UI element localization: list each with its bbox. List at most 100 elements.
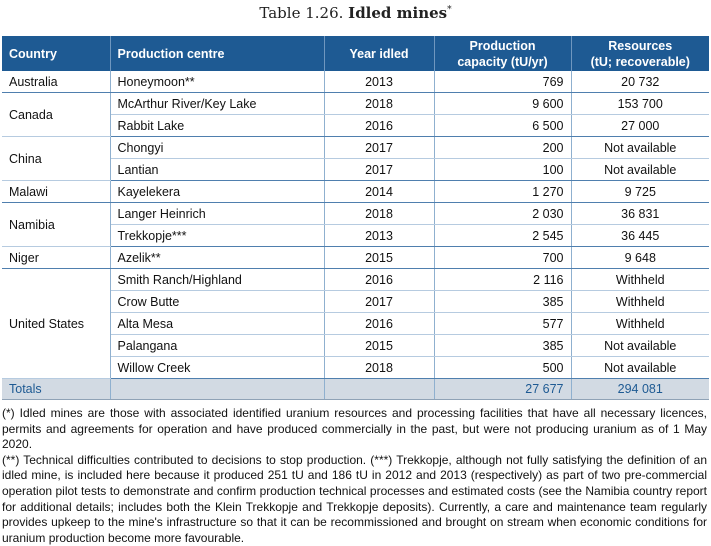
year-idled-cell: 2016 bbox=[324, 312, 435, 335]
year-idled-cell: 2013 bbox=[324, 224, 435, 247]
totals-label: Totals bbox=[2, 378, 111, 400]
table-row: Rabbit Lake 2016 6 500 27 000 bbox=[2, 114, 709, 137]
totals-row: Totals 27 677 294 081 bbox=[2, 378, 709, 400]
year-idled-cell: 2017 bbox=[324, 136, 435, 159]
header-resources-line1: Resources bbox=[608, 38, 673, 53]
production-centre-cell: Langer Heinrich bbox=[110, 202, 325, 225]
production-centre-cell: Lantian bbox=[110, 158, 325, 181]
country-cell: Canada bbox=[2, 92, 111, 137]
capacity-cell: 6 500 bbox=[434, 114, 572, 137]
capacity-cell: 700 bbox=[434, 246, 572, 269]
table-body: Australia Honeymoon** 2013 769 20 732 Canada M… bbox=[2, 71, 709, 379]
resources-cell: Withheld bbox=[571, 312, 709, 335]
year-idled-cell: 2018 bbox=[324, 356, 435, 379]
resources-cell: 153 700 bbox=[571, 92, 709, 115]
resources-cell: 9 725 bbox=[571, 180, 709, 203]
idled-mines-table: Country Production centre Year idled Pro… bbox=[2, 36, 709, 400]
resources-cell: 20 732 bbox=[571, 71, 709, 93]
country-cell: China bbox=[2, 136, 111, 181]
table-row: Palangana 2015 385 Not available bbox=[2, 334, 709, 357]
capacity-cell: 100 bbox=[434, 158, 572, 181]
header-row: Country Production centre Year idled Pro… bbox=[2, 36, 709, 71]
country-cell: United States bbox=[2, 268, 111, 379]
resources-cell: 36 831 bbox=[571, 202, 709, 225]
country-cell: Niger bbox=[2, 246, 111, 269]
header-year-idled: Year idled bbox=[324, 36, 435, 71]
year-idled-cell: 2015 bbox=[324, 246, 435, 269]
production-centre-cell: McArthur River/Key Lake bbox=[110, 92, 325, 115]
table-row: Alta Mesa 2016 577 Withheld bbox=[2, 312, 709, 335]
table-row: Lantian 2017 100 Not available bbox=[2, 158, 709, 181]
production-centre-cell: Trekkopje*** bbox=[110, 224, 325, 247]
production-centre-cell: Kayelekera bbox=[110, 180, 325, 203]
table-row: United States Smith Ranch/Highland 2016 2 1… bbox=[2, 268, 709, 379]
production-centre-cell: Crow Butte bbox=[110, 290, 325, 313]
table-row: Canada McArthur River/Key Lake 2018 9 600 15… bbox=[2, 92, 709, 137]
caption-title: Idled mines bbox=[348, 4, 448, 22]
production-centre-cell: Azelik** bbox=[110, 246, 325, 269]
year-idled-cell: 2017 bbox=[324, 158, 435, 181]
production-centre-cell: Honeymoon** bbox=[110, 71, 325, 93]
resources-cell: 27 000 bbox=[571, 114, 709, 137]
caption-mark: * bbox=[447, 5, 452, 15]
production-centre-cell: Palangana bbox=[110, 334, 325, 357]
totals-capacity: 27 677 bbox=[434, 378, 572, 400]
table-row: Niger Azelik** 2015 700 9 648 bbox=[2, 246, 709, 269]
year-idled-cell: 2018 bbox=[324, 92, 435, 115]
year-idled-cell: 2015 bbox=[324, 334, 435, 357]
country-cell: Namibia bbox=[2, 202, 111, 247]
resources-cell: Not available bbox=[571, 334, 709, 357]
resources-cell: Withheld bbox=[571, 290, 709, 313]
capacity-cell: 2 116 bbox=[434, 268, 572, 291]
table-row: Willow Creek 2018 500 Not available bbox=[2, 356, 709, 379]
capacity-cell: 577 bbox=[434, 312, 572, 335]
production-centre-cell: Rabbit Lake bbox=[110, 114, 325, 137]
production-centre-cell: Chongyi bbox=[110, 136, 325, 159]
caption-prefix: Table 1.26. bbox=[259, 4, 344, 22]
table-caption: Table 1.26. Idled mines* bbox=[0, 4, 711, 22]
production-centre-cell: Smith Ranch/Highland bbox=[110, 268, 325, 291]
totals-empty-year bbox=[324, 378, 435, 400]
table-row: Namibia Langer Heinrich 2018 2 030 36 831 bbox=[2, 202, 709, 247]
footnotes: (*) Idled mines are those with associate… bbox=[2, 406, 707, 546]
header-resources-line2: (tU; recoverable) bbox=[590, 54, 690, 69]
production-centre-cell: Willow Creek bbox=[110, 356, 325, 379]
capacity-cell: 1 270 bbox=[434, 180, 572, 203]
capacity-cell: 769 bbox=[434, 71, 572, 93]
country-cell: Malawi bbox=[2, 180, 111, 203]
header-production-capacity: Production capacity (tU/yr) bbox=[434, 36, 572, 71]
header-country: Country bbox=[2, 36, 111, 71]
capacity-cell: 2 545 bbox=[434, 224, 572, 247]
header-production-centre: Production centre bbox=[110, 36, 325, 71]
capacity-cell: 2 030 bbox=[434, 202, 572, 225]
year-idled-cell: 2017 bbox=[324, 290, 435, 313]
header-capacity-line2: capacity (tU/yr) bbox=[457, 54, 548, 69]
resources-cell: 9 648 bbox=[571, 246, 709, 269]
footnote-technical-difficulties: (**) Technical difficulties contributed … bbox=[2, 452, 707, 545]
year-idled-cell: 2016 bbox=[324, 114, 435, 137]
year-idled-cell: 2018 bbox=[324, 202, 435, 225]
capacity-cell: 385 bbox=[434, 334, 572, 357]
header-resources: Resources (tU; recoverable) bbox=[571, 36, 709, 71]
footnote-idled-definition: (*) Idled mines are those with associate… bbox=[2, 406, 707, 452]
resources-cell: 36 445 bbox=[571, 224, 709, 247]
table-row: China Chongyi 2017 200 Not available bbox=[2, 136, 709, 181]
resources-cell: Not available bbox=[571, 136, 709, 159]
capacity-cell: 200 bbox=[434, 136, 572, 159]
country-cell: Australia bbox=[2, 71, 111, 93]
table-row: Trekkopje*** 2013 2 545 36 445 bbox=[2, 224, 709, 247]
header-capacity-line1: Production bbox=[469, 38, 536, 53]
capacity-cell: 500 bbox=[434, 356, 572, 379]
capacity-cell: 385 bbox=[434, 290, 572, 313]
capacity-cell: 9 600 bbox=[434, 92, 572, 115]
year-idled-cell: 2014 bbox=[324, 180, 435, 203]
table-row: Australia Honeymoon** 2013 769 20 732 bbox=[2, 71, 709, 93]
year-idled-cell: 2016 bbox=[324, 268, 435, 291]
table-row: Malawi Kayelekera 2014 1 270 9 725 bbox=[2, 180, 709, 203]
production-centre-cell: Alta Mesa bbox=[110, 312, 325, 335]
totals-resources: 294 081 bbox=[571, 378, 709, 400]
table-row: Crow Butte 2017 385 Withheld bbox=[2, 290, 709, 313]
resources-cell: Not available bbox=[571, 158, 709, 181]
resources-cell: Withheld bbox=[571, 268, 709, 291]
resources-cell: Not available bbox=[571, 356, 709, 379]
